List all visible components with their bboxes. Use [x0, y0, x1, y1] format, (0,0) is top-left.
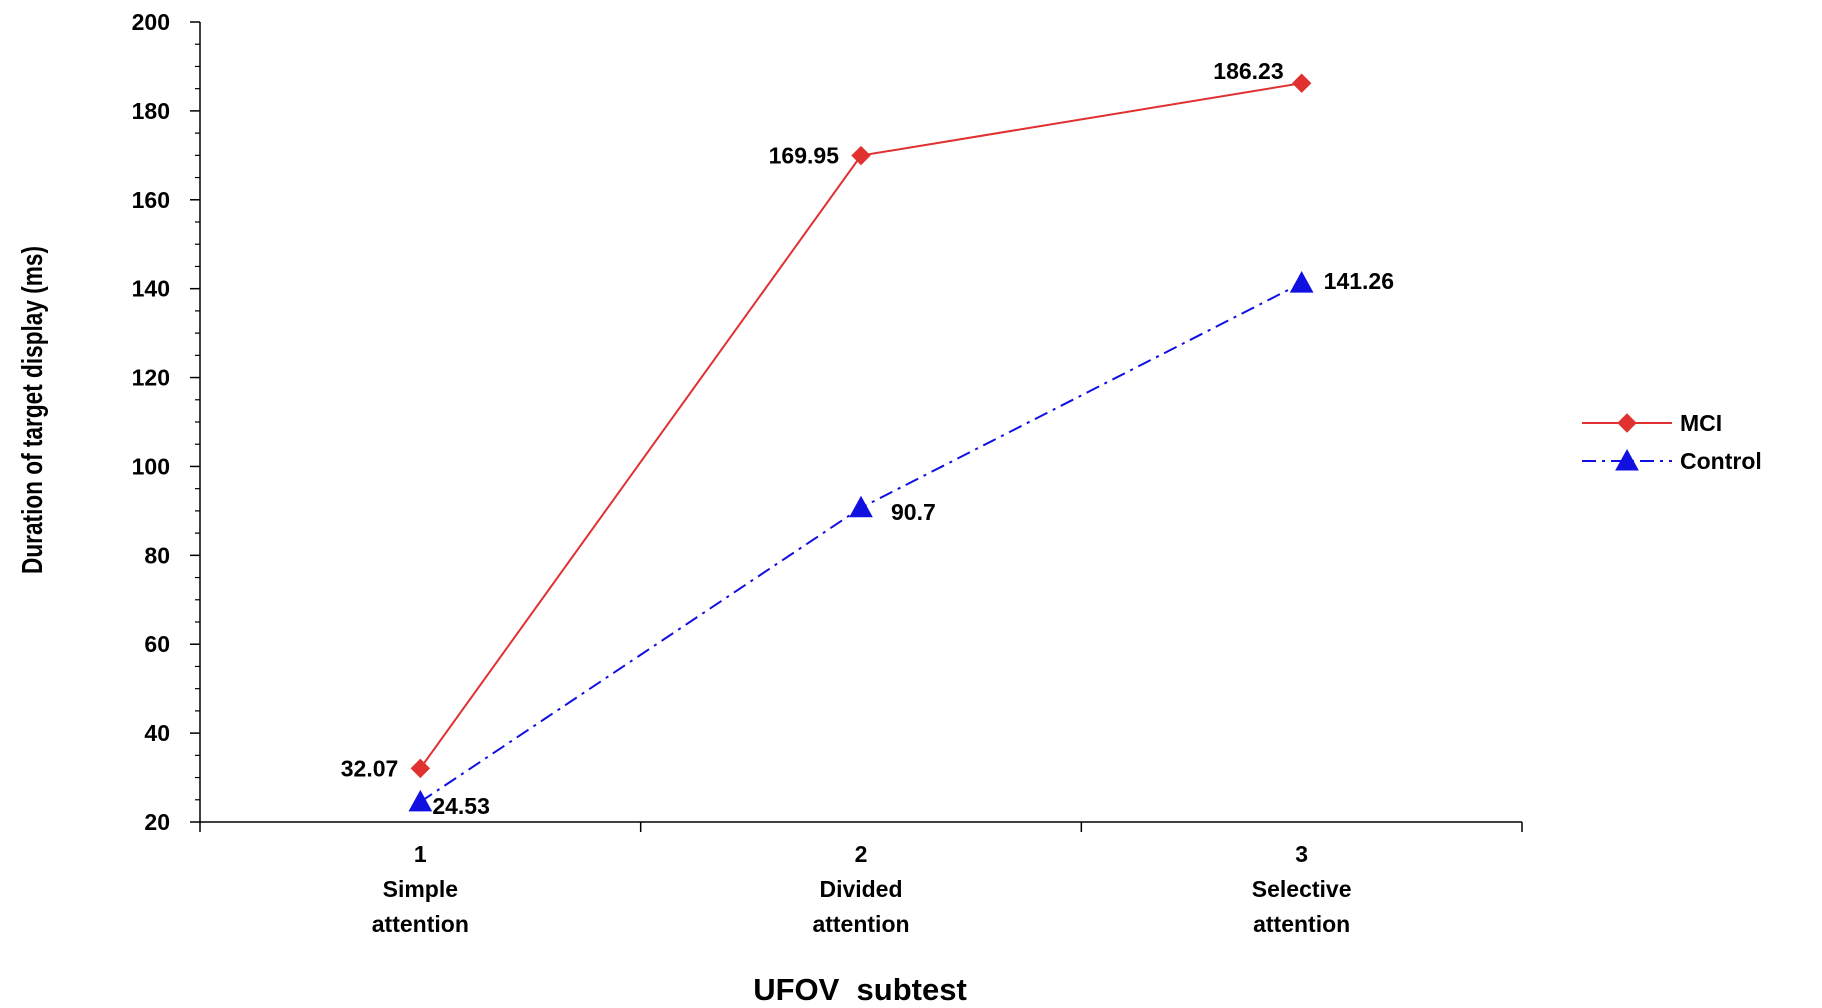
y-tick-label: 160	[132, 187, 170, 213]
data-label-mci: 169.95	[769, 143, 840, 169]
data-label-control: 90.7	[891, 499, 936, 525]
y-tick-label: 100	[132, 453, 170, 479]
legend-label-control: Control	[1680, 448, 1762, 474]
y-axis: 20 40 60 80 100 120 140 160 180 200	[132, 9, 201, 835]
point-control	[849, 495, 873, 518]
point-mci	[410, 758, 431, 779]
y-tick-label: 120	[132, 365, 170, 391]
y-tick-label: 80	[144, 542, 170, 568]
data-labels: 32.07 169.95 186.23 24.53 90.7 141.26	[341, 58, 1394, 819]
x-category-label-line1: Selective	[1252, 876, 1352, 902]
y-axis-title: Duration of target display (ms)	[15, 246, 48, 574]
data-label-control: 24.53	[432, 793, 490, 819]
legend-marker-mci	[1617, 413, 1637, 433]
y-tick-label: 40	[144, 720, 170, 746]
y-tick-label: 60	[144, 631, 170, 657]
series-line-control	[419, 282, 1303, 803]
x-category-number: 3	[1295, 841, 1308, 867]
legend-marker-control	[1615, 448, 1639, 471]
x-category-number: 1	[414, 841, 427, 867]
data-label-mci: 186.23	[1213, 58, 1283, 84]
point-mci	[1291, 73, 1312, 93]
x-category-label-line2: attention	[812, 911, 909, 937]
point-mci	[851, 145, 871, 166]
x-category-label-line1: Divided	[819, 876, 902, 902]
series-group	[408, 73, 1314, 812]
point-control	[1289, 271, 1314, 293]
series-line-mci	[419, 82, 1302, 769]
legend: MCI Control	[1582, 410, 1762, 474]
legend-label-mci: MCI	[1680, 410, 1722, 436]
point-control	[408, 789, 433, 812]
x-axis-title: UFOV subtest	[753, 972, 967, 1007]
y-tick-label: 140	[132, 276, 170, 302]
x-axis: 1 Simple attention 2 Divided attention 3 Select…	[199, 821, 1523, 937]
y-tick-label: 20	[144, 809, 170, 835]
y-tick-label: 200	[132, 9, 170, 35]
x-category-label-line2: attention	[372, 911, 469, 937]
data-label-mci: 32.07	[341, 755, 399, 781]
x-category-number: 2	[855, 841, 868, 867]
x-category-label-line1: Simple	[383, 876, 458, 902]
y-tick-label: 180	[132, 98, 170, 124]
x-category-label-line2: attention	[1253, 911, 1350, 937]
data-label-control: 141.26	[1324, 268, 1394, 294]
